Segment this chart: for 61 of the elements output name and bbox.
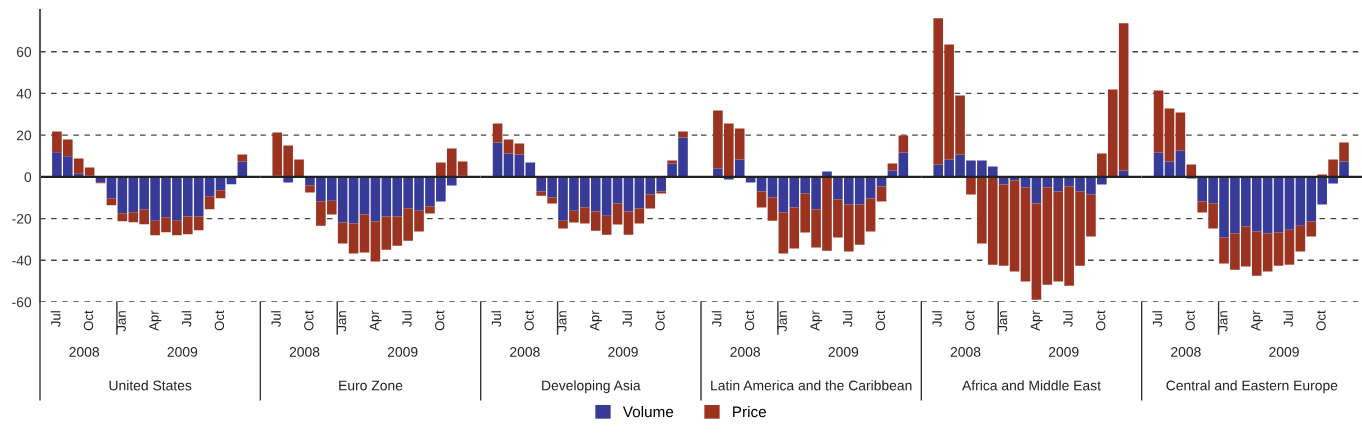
x-tick-label: Oct bbox=[524, 310, 534, 331]
y-tick-label: 20 bbox=[16, 130, 32, 141]
x-tick-label: Apr bbox=[149, 310, 162, 331]
text: 2008 bbox=[950, 346, 981, 357]
text: 2009 bbox=[608, 346, 638, 357]
y-tick-label: -20 bbox=[12, 213, 32, 224]
x-axis-title: United States bbox=[109, 380, 192, 391]
x-tick-label: Jul bbox=[1283, 311, 1294, 327]
x-axis-title: Euro Zone bbox=[339, 380, 403, 391]
x-axis-title: Developing Asia bbox=[542, 380, 641, 394]
x-tick-label: Jul bbox=[491, 311, 502, 327]
y-tick-label: -60 bbox=[12, 297, 32, 308]
text: 2008 bbox=[289, 346, 320, 357]
x-tick-label: Oct bbox=[744, 310, 755, 331]
y-tick-label: 40 bbox=[16, 88, 32, 99]
x-tick-label: Jul bbox=[271, 311, 281, 327]
x-axis-title: Central and Eastern Europe bbox=[1166, 380, 1338, 394]
text: 2008 bbox=[69, 346, 100, 357]
x-tick-label: Apr bbox=[1251, 310, 1263, 331]
text: 2009 bbox=[828, 346, 859, 357]
text: 2009 bbox=[1269, 346, 1299, 357]
x-tick-label: Jan bbox=[337, 311, 347, 332]
x-tick-label: Jul bbox=[181, 311, 192, 327]
x-tick-label: Oct bbox=[655, 310, 665, 331]
text: 2009 bbox=[167, 346, 198, 357]
x-tick-label: Oct bbox=[1096, 310, 1106, 331]
x-tick-label: Oct bbox=[1185, 310, 1195, 331]
x-tick-label: Jul bbox=[1062, 311, 1073, 327]
x-tick-label: Oct bbox=[83, 310, 94, 331]
x-tick-label: Jul bbox=[711, 311, 722, 327]
x-tick-label: Apr bbox=[1030, 310, 1043, 331]
x-tick-label: Oct bbox=[304, 310, 314, 331]
x-tick-label: Jul bbox=[842, 311, 853, 327]
x-axis-title: Latin America and the Caribbean bbox=[711, 380, 912, 391]
x-tick-label: Jul bbox=[50, 311, 61, 327]
x-tick-label: Oct bbox=[214, 310, 225, 331]
y-tick-label: 60 bbox=[16, 47, 32, 57]
legend-label: Volume bbox=[622, 406, 674, 418]
y-tick-label: 0 bbox=[24, 172, 32, 183]
x-tick-label: Jul bbox=[622, 311, 633, 327]
x-tick-label: Jul bbox=[401, 311, 412, 327]
x-tick-label: Apr bbox=[590, 310, 602, 331]
text: 2008 bbox=[510, 346, 540, 357]
x-tick-label: Oct bbox=[965, 310, 975, 331]
x-tick-label: Oct bbox=[1316, 310, 1326, 331]
y-tick-label: -40 bbox=[12, 255, 32, 266]
text: 2009 bbox=[387, 346, 418, 357]
text: 2008 bbox=[1171, 346, 1201, 357]
x-tick-label: Apr bbox=[810, 310, 823, 331]
x-tick-label: Oct bbox=[875, 310, 886, 331]
x-tick-label: Jul bbox=[932, 311, 942, 327]
text: 2009 bbox=[1048, 346, 1079, 357]
x-tick-label: Jul bbox=[1152, 311, 1163, 327]
x-tick-label: Jan bbox=[998, 311, 1008, 332]
x-tick-label: Jan bbox=[116, 311, 126, 332]
text: 2008 bbox=[730, 346, 761, 357]
x-tick-label: Oct bbox=[435, 310, 445, 331]
x-tick-label: Apr bbox=[369, 310, 382, 331]
legend-label: Price bbox=[733, 406, 766, 418]
x-tick-label: Jan bbox=[777, 311, 787, 332]
x-axis-title: Africa and Middle East bbox=[962, 380, 1101, 391]
